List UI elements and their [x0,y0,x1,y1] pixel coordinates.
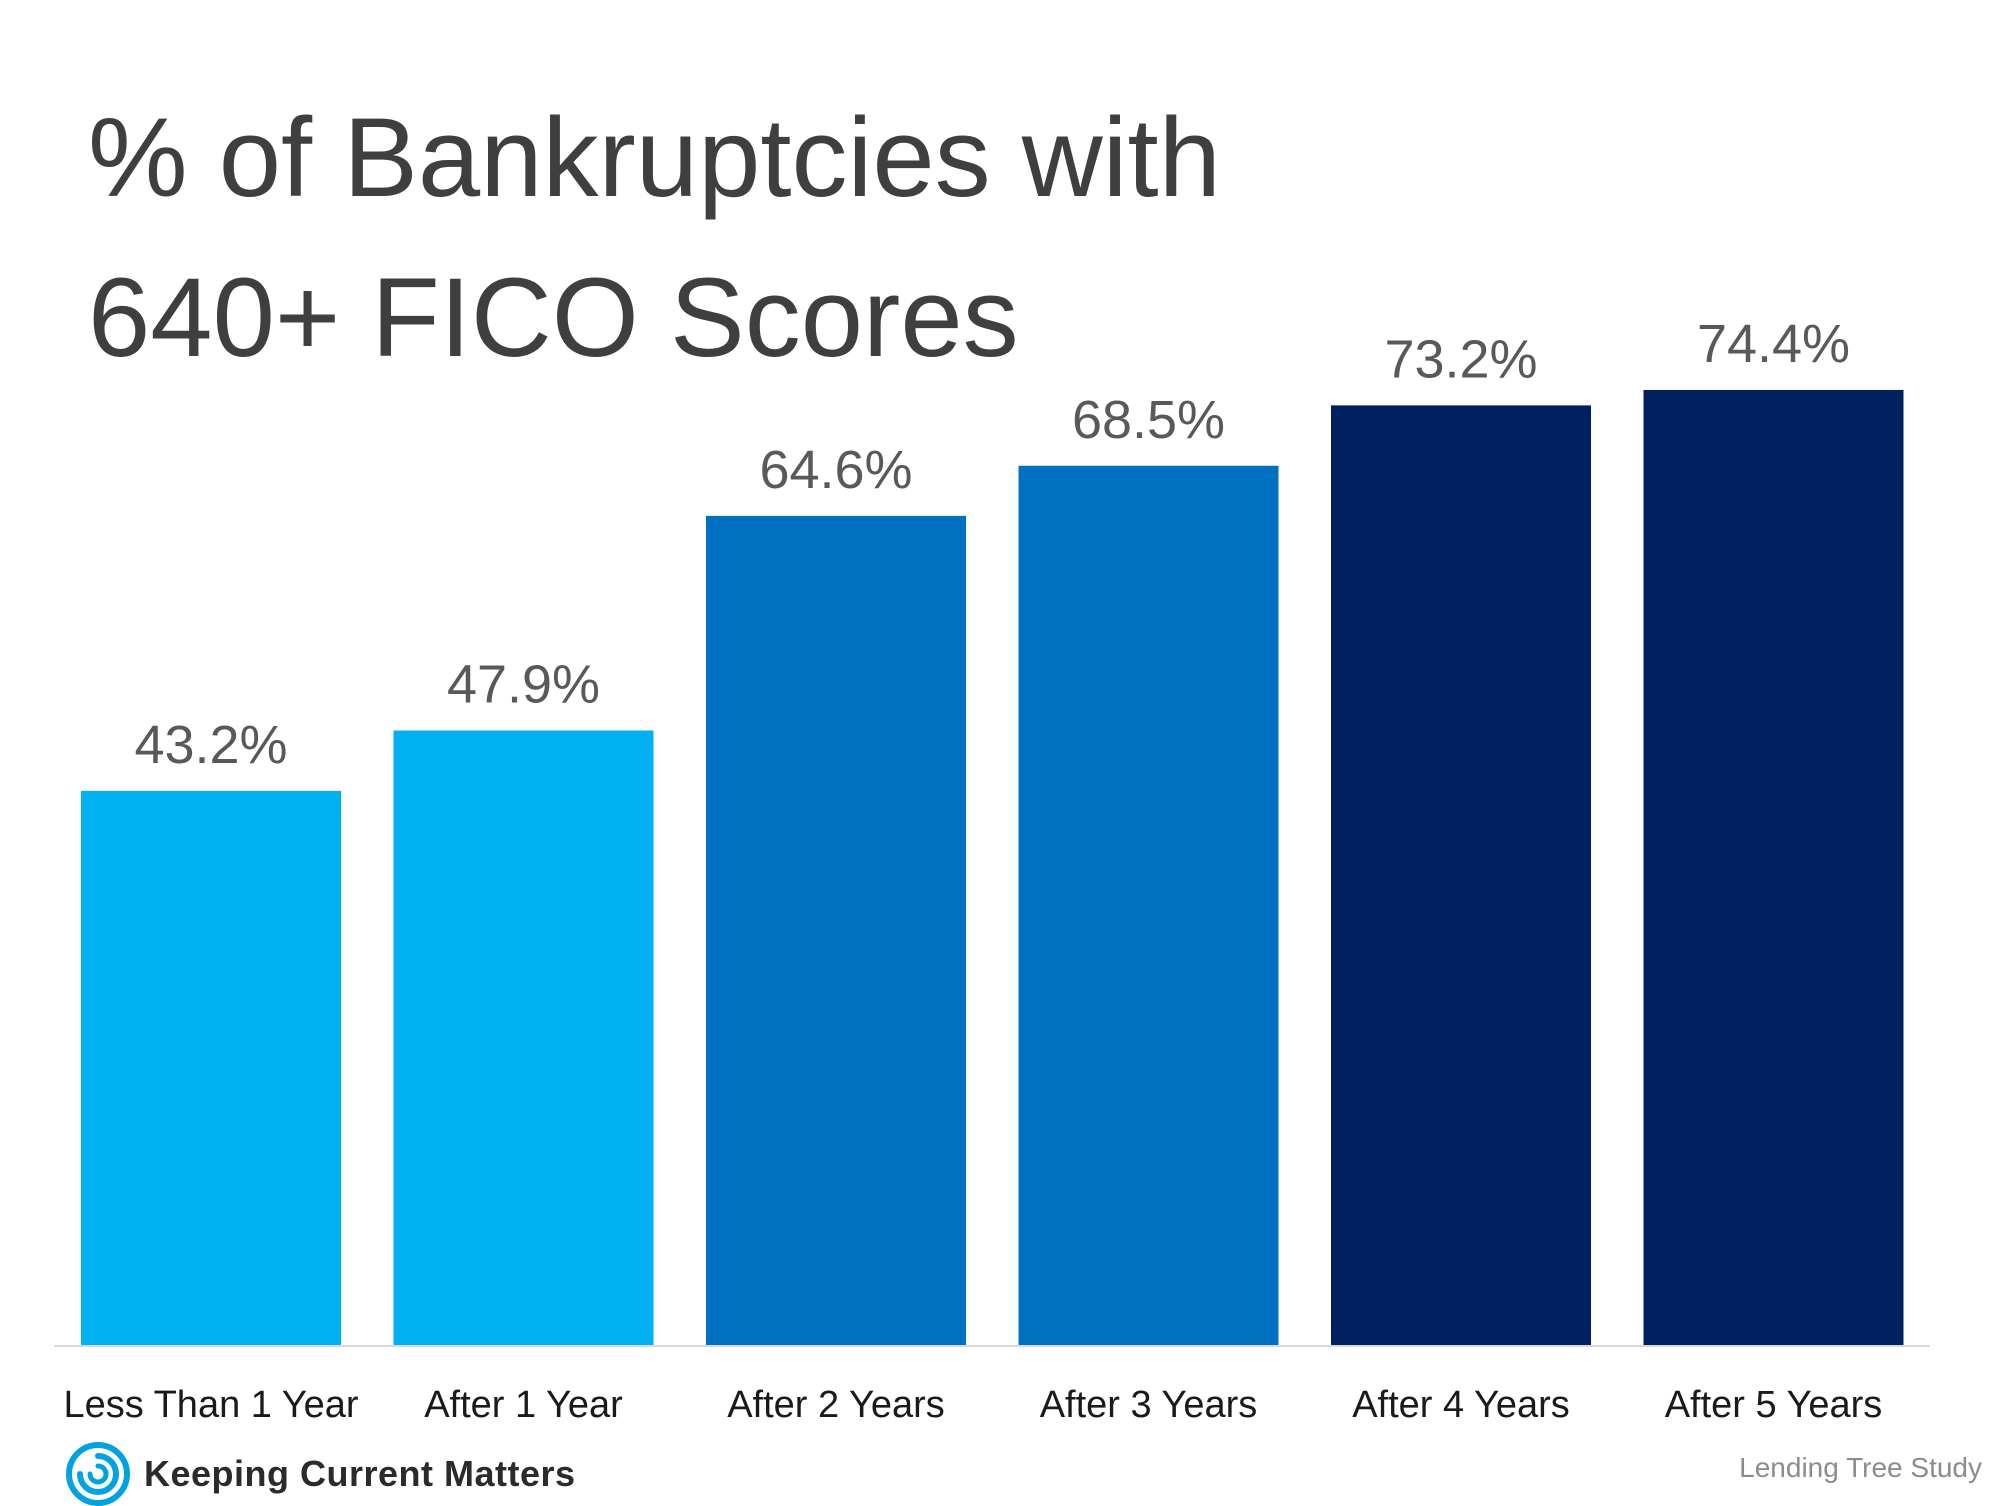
bar-1 [81,790,341,1346]
data-label-3: 64.6% [759,440,912,500]
bar-2 [393,730,654,1346]
chart-title: % of Bankruptcies with 640+ FICO Scores [88,78,1588,398]
category-labels-group: Less Than 1 Year After 1 Year After 2 Year… [63,1384,1882,1426]
data-label-5: 73.2% [1384,329,1537,389]
bar-chart: 43.2% 47.9% 64.6% 68.5% 73.2% 74.4% Less Than… [54,314,1930,1426]
category-label-5: After 4 Years [1352,1384,1570,1426]
category-label-1: Less Than 1 Year [63,1384,358,1426]
data-label-1: 43.2% [134,715,287,775]
category-label-3: After 2 Years [727,1384,945,1426]
data-label-6: 74.4% [1697,314,1850,374]
bars-group [81,389,1904,1347]
swirl-icon [66,1442,130,1506]
logo-wordmark: Keeping Current Matters [144,1453,576,1494]
data-label-4: 68.5% [1072,390,1225,450]
bar-4 [1018,465,1279,1346]
chart-title-line-2: 640+ FICO Scores [88,255,1019,380]
keeping-current-matters-logo: Keeping Current Matters [66,1442,576,1506]
category-label-2: After 1 Year [424,1384,623,1426]
category-label-4: After 3 Years [1040,1384,1258,1426]
chart-title-line-1: % of Bankruptcies with [88,95,1221,220]
data-labels-group: 43.2% 47.9% 64.6% 68.5% 73.2% 74.4% [134,314,1850,775]
source-note: Lending Tree Study [1739,1452,1982,1483]
bar-3 [706,515,966,1346]
bar-6 [1643,389,1904,1347]
bar-5 [1331,405,1591,1346]
data-label-2: 47.9% [447,654,600,714]
category-label-6: After 5 Years [1665,1384,1883,1426]
